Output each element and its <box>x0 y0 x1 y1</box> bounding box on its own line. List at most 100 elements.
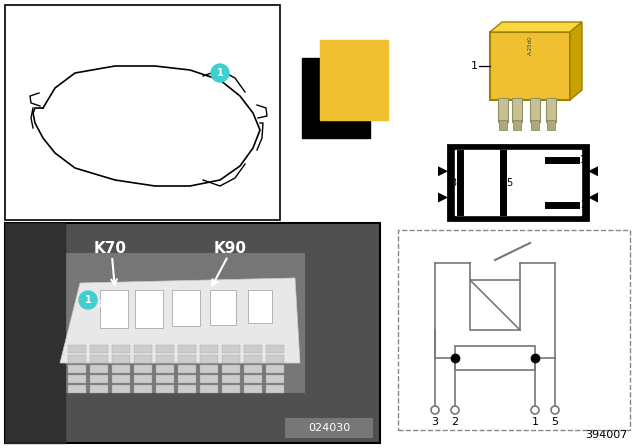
Text: 1: 1 <box>84 295 92 305</box>
Circle shape <box>79 291 97 309</box>
Bar <box>112 385 130 393</box>
Text: 1: 1 <box>216 68 223 78</box>
Bar <box>68 365 86 373</box>
Bar <box>112 365 130 373</box>
Bar <box>266 345 284 353</box>
Bar <box>498 98 508 122</box>
Bar <box>5 223 380 443</box>
Polygon shape <box>490 22 582 32</box>
Bar <box>222 345 240 353</box>
Text: 3: 3 <box>431 417 438 427</box>
Polygon shape <box>588 193 598 202</box>
Text: A-25d0: A-25d0 <box>527 35 532 55</box>
Bar <box>455 150 581 215</box>
Bar <box>512 98 522 122</box>
Bar <box>266 385 284 393</box>
Polygon shape <box>588 166 598 176</box>
Bar <box>266 365 284 373</box>
Text: 3: 3 <box>450 177 456 188</box>
Bar <box>65 253 305 393</box>
Bar <box>156 355 174 363</box>
Bar <box>90 345 108 353</box>
Bar <box>285 418 373 438</box>
Bar <box>546 98 556 122</box>
Bar <box>302 58 370 138</box>
Bar <box>90 355 108 363</box>
Bar <box>135 290 163 328</box>
Bar <box>200 355 218 363</box>
Bar <box>178 345 196 353</box>
Bar <box>499 120 507 130</box>
Bar <box>68 385 86 393</box>
Bar <box>490 32 570 100</box>
Bar <box>244 375 262 383</box>
Bar <box>5 5 280 220</box>
Bar <box>112 355 130 363</box>
Bar <box>398 230 630 430</box>
Text: 394007: 394007 <box>586 430 628 440</box>
Bar <box>134 375 152 383</box>
Bar <box>172 290 200 326</box>
Bar <box>90 385 108 393</box>
Bar <box>156 385 174 393</box>
Bar <box>200 375 218 383</box>
Text: K90: K90 <box>214 241 246 255</box>
Bar <box>68 355 86 363</box>
Bar <box>244 365 262 373</box>
Bar <box>530 98 540 122</box>
Text: 1: 1 <box>531 417 538 427</box>
Bar <box>200 345 218 353</box>
Bar <box>178 385 196 393</box>
Polygon shape <box>60 278 300 363</box>
Bar <box>134 345 152 353</box>
Bar <box>178 375 196 383</box>
Bar <box>266 375 284 383</box>
Bar <box>222 365 240 373</box>
Bar <box>90 365 108 373</box>
Bar <box>448 145 588 220</box>
Text: 1: 1 <box>470 61 477 71</box>
Bar <box>134 365 152 373</box>
Bar <box>112 345 130 353</box>
Polygon shape <box>438 193 448 202</box>
Bar <box>134 385 152 393</box>
Bar <box>90 375 108 383</box>
Polygon shape <box>438 166 448 176</box>
Bar <box>178 355 196 363</box>
Bar <box>455 346 535 370</box>
Polygon shape <box>570 22 582 100</box>
Bar <box>134 355 152 363</box>
Text: 2: 2 <box>451 417 459 427</box>
Bar <box>531 120 539 130</box>
Bar <box>156 375 174 383</box>
Bar <box>222 375 240 383</box>
Bar <box>200 385 218 393</box>
Bar <box>200 365 218 373</box>
Bar <box>68 345 86 353</box>
Bar <box>547 120 555 130</box>
Bar <box>156 345 174 353</box>
Circle shape <box>211 64 229 82</box>
Bar <box>210 290 236 325</box>
Bar <box>100 290 128 328</box>
Text: 024030: 024030 <box>308 423 350 433</box>
Bar <box>244 345 262 353</box>
Bar <box>244 355 262 363</box>
Text: 2: 2 <box>580 200 586 210</box>
Text: 1: 1 <box>580 155 586 165</box>
Bar <box>244 385 262 393</box>
Bar <box>513 120 521 130</box>
Bar <box>222 385 240 393</box>
Bar <box>222 355 240 363</box>
Text: K70: K70 <box>93 241 127 255</box>
Bar <box>248 290 272 323</box>
Text: 5: 5 <box>552 417 559 427</box>
Bar <box>68 375 86 383</box>
Text: 5: 5 <box>506 177 512 188</box>
Bar <box>266 355 284 363</box>
Bar <box>320 40 388 120</box>
Bar <box>178 365 196 373</box>
Bar <box>112 375 130 383</box>
Bar <box>156 365 174 373</box>
Bar <box>470 280 520 330</box>
